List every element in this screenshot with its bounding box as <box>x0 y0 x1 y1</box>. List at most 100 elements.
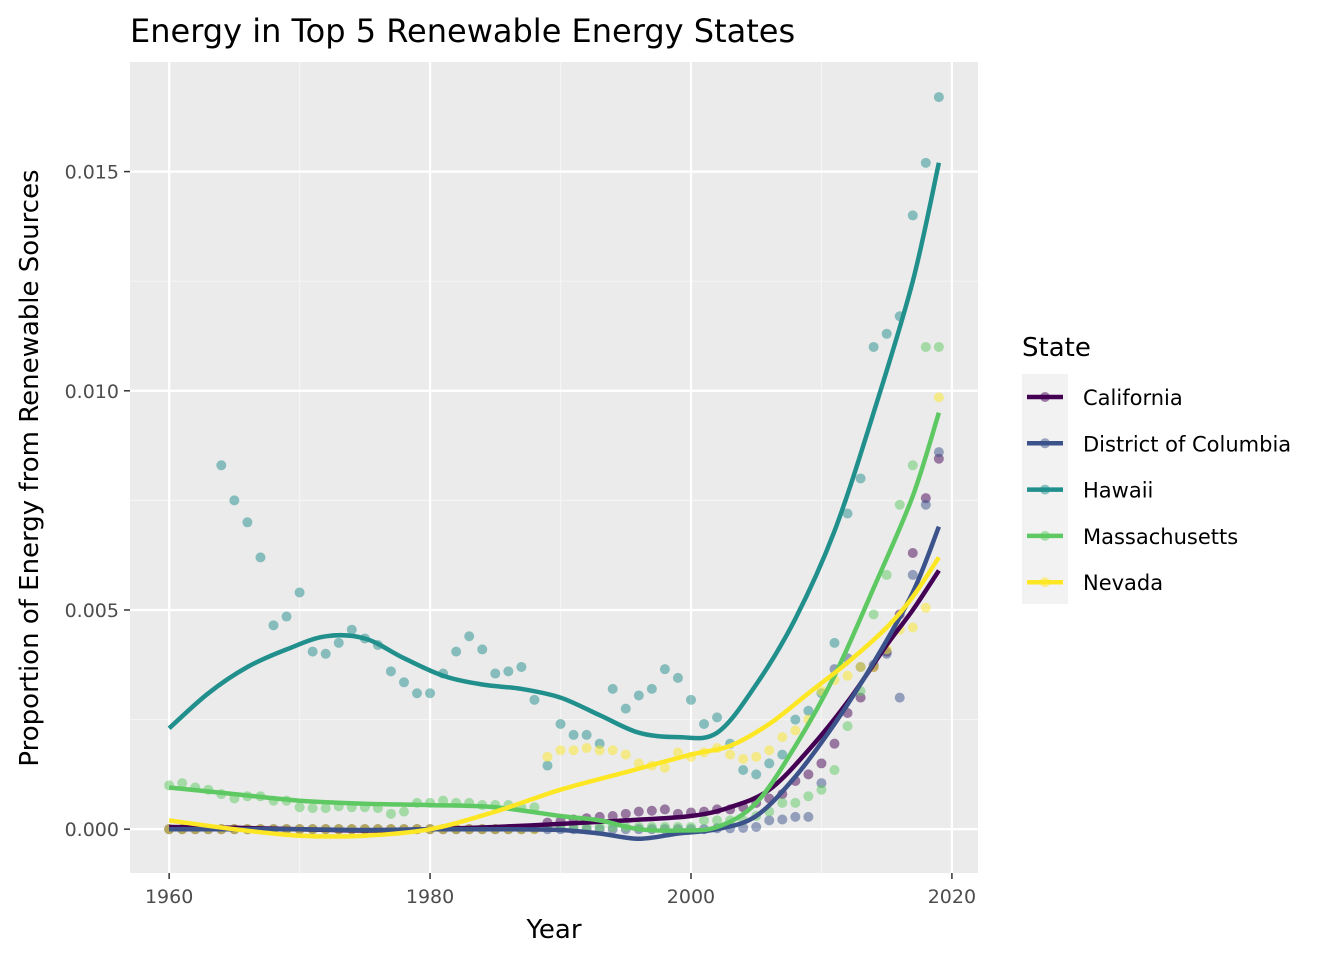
smooth-line-nevada <box>168 556 941 839</box>
data-point <box>672 672 683 683</box>
x-tick-label: 2000 <box>667 886 715 908</box>
data-point <box>294 587 305 598</box>
data-point <box>216 460 227 471</box>
data-point <box>529 694 540 705</box>
data-point <box>464 631 475 642</box>
data-point <box>229 495 240 506</box>
smooth-line-hawaii <box>167 162 942 741</box>
data-point <box>894 692 905 703</box>
legend-item: Nevada <box>1027 571 1163 595</box>
data-point <box>542 760 553 771</box>
data-point <box>855 473 866 484</box>
data-point <box>712 712 723 723</box>
data-point <box>803 705 814 716</box>
data-point <box>829 637 840 648</box>
data-point <box>307 646 318 657</box>
data-point <box>398 677 409 688</box>
data-point <box>659 664 670 675</box>
data-point <box>385 808 396 819</box>
data-point <box>516 661 527 672</box>
data-point <box>451 646 462 657</box>
data-point <box>829 738 840 749</box>
data-point <box>620 703 631 714</box>
data-point <box>803 791 814 802</box>
y-tick-label: 0.000 <box>65 819 119 841</box>
data-point <box>790 797 801 808</box>
data-point <box>268 620 279 631</box>
data-point <box>542 751 553 762</box>
data-point <box>307 803 318 814</box>
data-point <box>333 637 344 648</box>
data-point <box>881 328 892 339</box>
data-point <box>803 811 814 822</box>
data-point <box>281 611 292 622</box>
data-point <box>555 718 566 729</box>
data-point <box>294 802 305 813</box>
data-point <box>907 547 918 558</box>
smooth-lines <box>167 162 942 842</box>
data-point <box>790 811 801 822</box>
data-point <box>751 769 762 780</box>
data-point <box>503 666 514 677</box>
data-point <box>620 749 631 760</box>
smooth-line-district-of-columbia <box>169 525 941 842</box>
y-axis-title: Proportion of Energy from Renewable Sour… <box>15 169 45 766</box>
data-point <box>242 517 253 528</box>
data-point <box>777 732 788 743</box>
chart-title: Energy in Top 5 Renewable Energy States <box>130 12 795 50</box>
data-point <box>842 508 853 519</box>
data-point <box>738 754 749 765</box>
legend-item: District of Columbia <box>1027 432 1291 456</box>
y-axis: 0.000 0.005 0.010 0.015 <box>65 162 130 841</box>
data-point <box>725 749 736 760</box>
legend-title: State <box>1022 333 1091 363</box>
legend-item: Massachusetts <box>1027 525 1238 549</box>
data-point <box>607 811 618 822</box>
smooth-line-massachusetts <box>168 412 942 833</box>
data-point <box>607 683 618 694</box>
data-point <box>933 447 944 458</box>
data-point <box>933 341 944 352</box>
data-point <box>907 210 918 221</box>
data-point <box>907 569 918 580</box>
data-point <box>816 758 827 769</box>
data-point <box>646 683 657 694</box>
data-point <box>777 797 788 808</box>
data-point <box>764 815 775 826</box>
data-point <box>842 670 853 681</box>
legend-item: Hawaii <box>1027 479 1153 503</box>
legend-key-point <box>1040 530 1050 541</box>
data-point <box>685 694 696 705</box>
data-point <box>659 762 670 773</box>
data-point <box>581 729 592 740</box>
x-tick-label: 1960 <box>145 886 193 908</box>
data-point <box>633 806 644 817</box>
legend-key-point <box>1040 438 1050 449</box>
data-point <box>699 718 710 729</box>
data-point <box>868 609 879 620</box>
legend-label: California <box>1083 386 1183 410</box>
legend-label: Nevada <box>1083 571 1163 595</box>
data-point <box>646 805 657 816</box>
x-tick-label: 2020 <box>928 886 976 908</box>
data-point <box>829 764 840 775</box>
data-point <box>398 806 409 817</box>
legend-label: Hawaii <box>1083 479 1153 503</box>
data-point <box>385 666 396 677</box>
data-point <box>803 769 814 780</box>
data-point <box>555 745 566 756</box>
data-point <box>933 392 944 403</box>
data-point <box>738 764 749 775</box>
legend-key-point <box>1040 392 1050 402</box>
legend-key-point <box>1040 484 1050 495</box>
data-point <box>581 743 592 754</box>
data-point <box>816 784 827 795</box>
data-point <box>177 778 188 789</box>
y-tick-label: 0.005 <box>65 600 119 622</box>
data-point <box>764 758 775 769</box>
data-point <box>699 815 710 826</box>
data-point <box>751 751 762 762</box>
data-point <box>594 745 605 756</box>
data-point <box>425 688 436 699</box>
data-point <box>568 729 579 740</box>
